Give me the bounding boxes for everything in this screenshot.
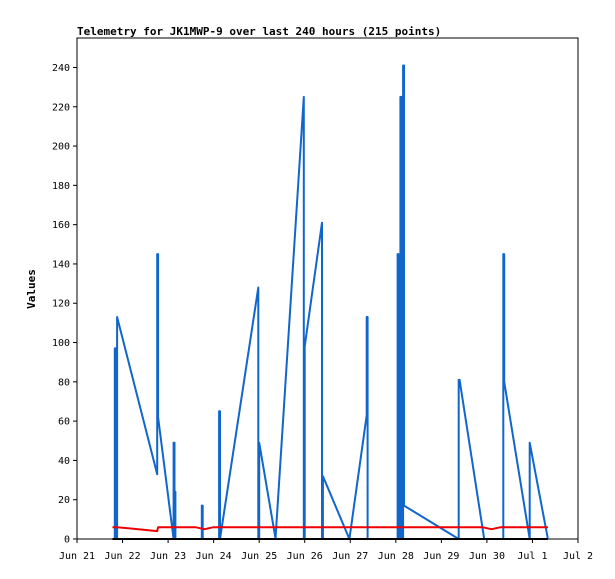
y-tick-label: 180: [52, 181, 70, 192]
x-tick-label: Jun 24: [196, 551, 232, 562]
x-tick-label: Jun 28: [378, 551, 414, 562]
y-tick-label: 200: [52, 142, 70, 153]
y-axis: 0 20 40 60 80 100 120 140 160 180 200 220 240: [52, 63, 77, 546]
series-layer: [112, 64, 549, 540]
x-tick-label: Jun 26: [287, 551, 323, 562]
x-tick-label: Jul 1: [517, 551, 547, 562]
series-line-1: [113, 64, 549, 540]
y-tick-label: 80: [58, 377, 70, 388]
y-tick-label: 60: [58, 417, 70, 428]
y-tick-label: 0: [64, 535, 70, 546]
y-tick-label: 120: [52, 299, 70, 310]
y-tick-label: 100: [52, 338, 70, 349]
series-line-2: [112, 526, 548, 533]
x-tick-label: Jul 2: [563, 551, 593, 562]
y-axis-label: Values: [25, 269, 38, 309]
y-tick-label: 20: [58, 495, 70, 506]
y-tick-label: 240: [52, 63, 70, 74]
x-tick-label: Jun 22: [104, 551, 140, 562]
x-axis: Jun 21 Jun 22 Jun 23 Jun 24 Jun 25 Jun 26 Jun …: [59, 539, 593, 562]
y-tick-label: 40: [58, 456, 70, 467]
x-tick-label: Jun 23: [150, 551, 186, 562]
x-tick-label: Jun 21: [59, 551, 95, 562]
y-tick-label: 160: [52, 220, 70, 231]
x-tick-label: Jun 27: [332, 551, 368, 562]
y-tick-label: 220: [52, 102, 70, 113]
chart-title: Telemetry for JK1MWP-9 over last 240 hou…: [77, 25, 441, 38]
x-tick-label: Jun 29: [423, 551, 459, 562]
x-tick-label: Jun 25: [241, 551, 277, 562]
y-tick-label: 140: [52, 259, 70, 270]
x-tick-label: Jun 30: [469, 551, 505, 562]
